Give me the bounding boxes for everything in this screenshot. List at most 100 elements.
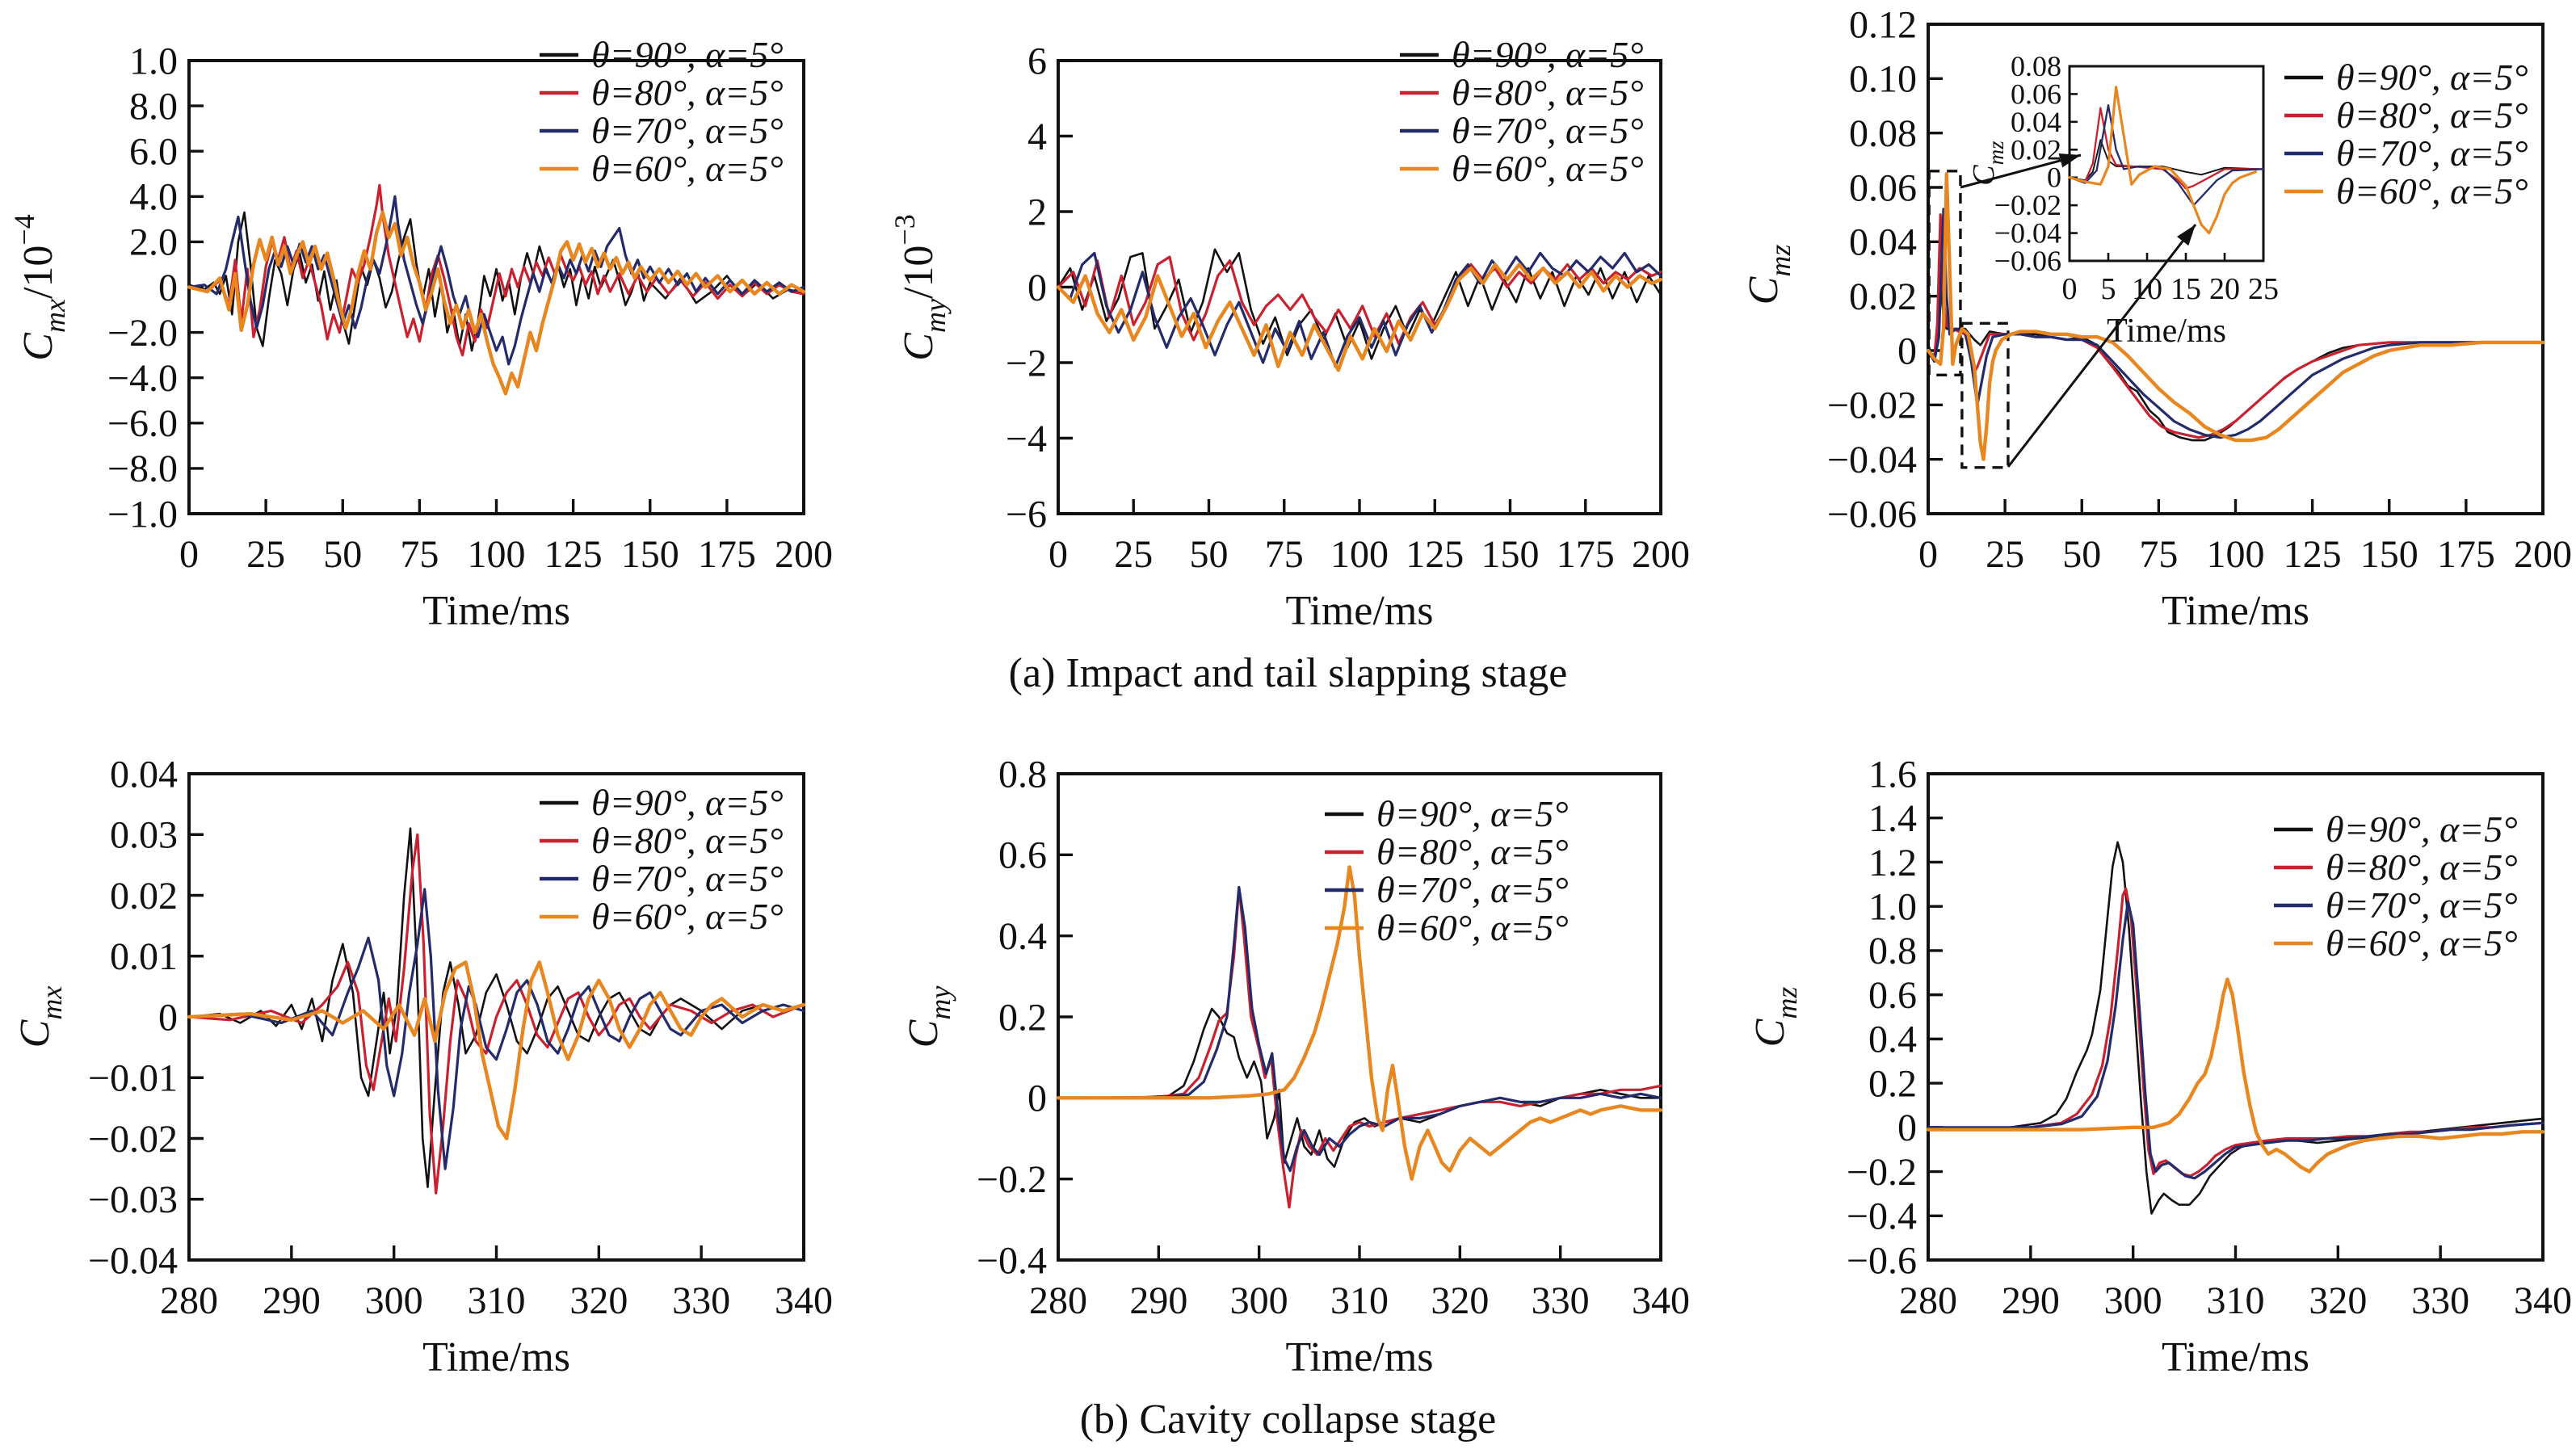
- x-axis-label: Time/ms: [422, 1334, 570, 1380]
- legend-label-4: θ=60°, α=5°: [1376, 907, 1569, 948]
- y-tick-label: −1.0: [107, 493, 178, 536]
- x-tick-label: 280: [1899, 1279, 1957, 1322]
- x-tick-label: 300: [1230, 1279, 1288, 1322]
- legend-label-4: θ=60°, α=5°: [591, 896, 784, 937]
- inset-y-tick-label: 0: [2047, 162, 2061, 194]
- x-tick-label: 0: [1918, 533, 1938, 576]
- x-tick-label: 280: [1029, 1279, 1087, 1322]
- inset-x-axis-label: Time/ms: [2107, 313, 2226, 350]
- legend-label-4: θ=60°, α=5°: [1452, 148, 1644, 189]
- x-tick-label: 290: [2002, 1279, 2060, 1322]
- y-tick-label: −0.04: [88, 1239, 178, 1282]
- y-tick-label: −2.0: [107, 312, 178, 355]
- series-3-line: [1057, 251, 1662, 368]
- x-tick-label: 50: [1190, 533, 1229, 576]
- x-tick-label: 50: [2062, 533, 2101, 576]
- legend-label-3: θ=70°, α=5°: [591, 858, 784, 899]
- y-tick-label: −0.2: [1847, 1151, 1917, 1194]
- y-tick-label: −0.04: [1827, 439, 1917, 481]
- annotation-arrowhead: [2058, 153, 2081, 168]
- inset-frame-bg: [2068, 65, 2265, 262]
- legend-label-1: θ=90°, α=5°: [591, 782, 784, 823]
- chart-cmz-impact: 0.120.100.080.060.040.020−0.02−0.04−0.06…: [1741, 3, 2572, 634]
- y-tick-label: −0.03: [88, 1178, 178, 1221]
- plot-frame: [1057, 772, 1662, 1262]
- x-tick-label: 75: [1265, 533, 1304, 576]
- y-tick-label: 0: [1897, 330, 1917, 372]
- y-tick-label: 1.0: [129, 40, 178, 82]
- y-tick-label: 0.2: [1868, 1062, 1917, 1105]
- legend-label-4: θ=60°, α=5°: [2336, 170, 2528, 212]
- annotation-arrowhead: [2176, 225, 2196, 246]
- y-tick-label: 0: [158, 996, 178, 1039]
- inset-y-axis-label: Cmz: [1967, 141, 2008, 186]
- y-tick-label: −0.02: [1827, 384, 1917, 427]
- x-tick-label: 200: [775, 533, 833, 576]
- x-tick-label: 175: [1557, 533, 1615, 576]
- x-tick-label: 320: [2309, 1279, 2367, 1322]
- y-axis-label: Cmy/10−3: [889, 214, 952, 360]
- x-tick-label: 320: [1431, 1279, 1489, 1322]
- y-tick-label: 0.02: [1849, 275, 1917, 318]
- series-1-line: [187, 827, 805, 1188]
- series-3-line: [1057, 885, 1662, 1173]
- x-tick-label: 100: [2207, 533, 2265, 576]
- x-tick-label: 330: [1532, 1279, 1590, 1322]
- y-axis-label: Cmx/10−4: [8, 214, 71, 360]
- y-tick-label: 1.6: [1868, 753, 1917, 796]
- y-tick-label: 0.4: [998, 915, 1047, 958]
- x-tick-label: 300: [365, 1279, 423, 1322]
- y-tick-label: 2.0: [129, 221, 178, 264]
- y-axis-label: Cmy: [901, 986, 956, 1048]
- legend-label-3: θ=70°, α=5°: [591, 110, 784, 151]
- y-tick-label: 6.0: [129, 131, 178, 174]
- x-tick-label: 280: [160, 1279, 218, 1322]
- x-axis-label: Time/ms: [2162, 1334, 2309, 1380]
- legend-label-3: θ=70°, α=5°: [2336, 132, 2528, 174]
- x-tick-label: 340: [775, 1279, 833, 1322]
- x-tick-label: 0: [179, 533, 199, 576]
- y-tick-label: 1.0: [1868, 886, 1917, 929]
- x-tick-label: 200: [1632, 533, 1690, 576]
- x-tick-label: 330: [672, 1279, 730, 1322]
- y-tick-label: −0.02: [88, 1118, 178, 1161]
- x-tick-label: 310: [1330, 1279, 1389, 1322]
- series-4-line: [2068, 86, 2257, 235]
- x-tick-label: 25: [1114, 533, 1153, 576]
- y-tick-label: −4: [1006, 418, 1047, 460]
- series-1-line: [187, 211, 805, 352]
- x-tick-label: 150: [2360, 533, 2418, 576]
- series-4-line: [187, 210, 806, 396]
- y-tick-label: −2: [1006, 342, 1047, 384]
- y-axis-label: Cmx: [12, 986, 68, 1048]
- legend-label-2: θ=80°, α=5°: [2326, 846, 2518, 888]
- x-tick-label: 175: [698, 533, 756, 576]
- x-axis-label: Time/ms: [1285, 588, 1433, 634]
- legend-label-1: θ=90°, α=5°: [1376, 793, 1569, 834]
- inset-y-tick-label: 0.04: [2011, 106, 2061, 138]
- x-tick-label: 100: [468, 533, 526, 576]
- x-tick-label: 150: [621, 533, 679, 576]
- y-axis-label: Cmz: [1747, 987, 1803, 1048]
- y-tick-label: 1.4: [1868, 797, 1917, 840]
- series-4-line: [1056, 865, 1663, 1181]
- y-tick-label: 8.0: [129, 85, 178, 128]
- y-tick-label: 0.6: [1868, 974, 1917, 1017]
- legend-label-1: θ=90°, α=5°: [2326, 808, 2518, 850]
- y-tick-label: 0.01: [110, 935, 178, 978]
- caption-stage-b: (b) Cavity collapse stage: [1079, 1396, 1497, 1443]
- legend-label-3: θ=70°, α=5°: [2326, 884, 2518, 926]
- annotation-arrow: [2007, 224, 2197, 468]
- x-tick-label: 290: [263, 1279, 321, 1322]
- y-tick-label: 0.4: [1868, 1018, 1917, 1061]
- x-tick-label: 125: [2284, 533, 2342, 576]
- legend-label-1: θ=90°, α=5°: [2336, 57, 2528, 98]
- y-tick-label: −6: [1006, 493, 1047, 536]
- y-tick-label: 0.8: [998, 753, 1047, 796]
- inset-y-tick-label: 0.06: [2011, 78, 2061, 110]
- chart-cmx-collapse: 0.04 0.03 0.02 0.01 0 −0.01 −0.02 −0.03 −0.04280…: [12, 753, 833, 1380]
- y-tick-label: 4.0: [129, 176, 178, 219]
